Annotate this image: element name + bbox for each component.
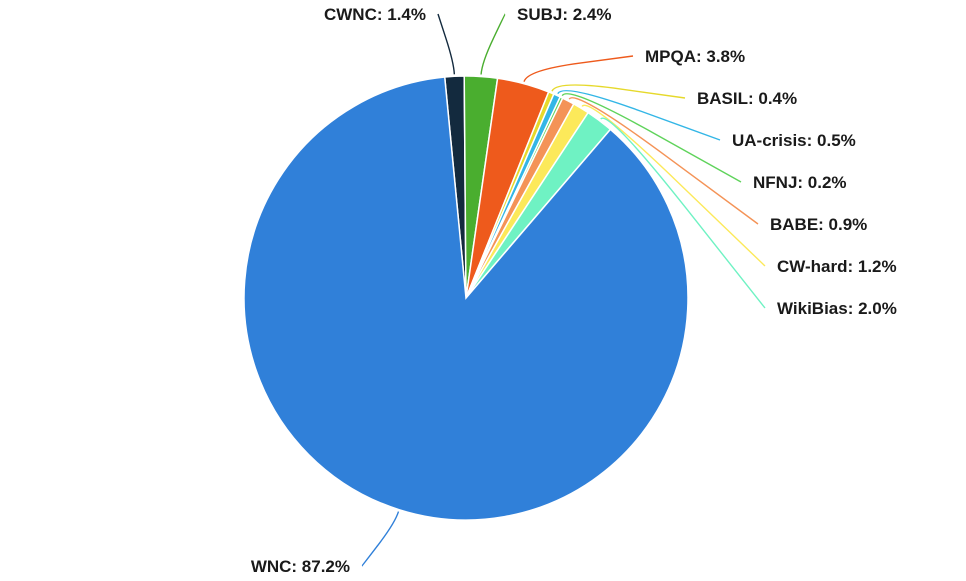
leader-line-subj <box>480 13 506 75</box>
pie-slice-wnc <box>243 76 689 521</box>
slice-label-ua-crisis: UA-crisis: 0.5% <box>732 131 856 150</box>
leader-line-basil <box>551 84 686 99</box>
leader-line-wikibias <box>600 117 766 309</box>
slice-label-babe: BABE: 0.9% <box>770 215 867 234</box>
slice-label-wikibias: WikiBias: 2.0% <box>777 299 897 318</box>
leader-line-cwnc <box>437 13 456 75</box>
slice-label-mpqa: MPQA: 3.8% <box>645 47 745 66</box>
slice-label-basil: BASIL: 0.4% <box>697 89 797 108</box>
slice-label-nfnj: NFNJ: 0.2% <box>753 173 847 192</box>
leader-line-ua-crisis <box>557 89 721 141</box>
leader-line-cw-hard <box>581 104 766 267</box>
leader-lines <box>361 13 766 567</box>
pie-slices <box>243 75 689 521</box>
slice-label-wnc: WNC: 87.2% <box>251 557 350 576</box>
leader-line-mpqa <box>523 55 634 82</box>
slice-label-cwnc: CWNC: 1.4% <box>324 5 426 24</box>
slice-label-subj: SUBJ: 2.4% <box>517 5 611 24</box>
slice-labels: CWNC: 1.4% SUBJ: 2.4% MPQA: 3.8% BASIL: 0.4… <box>251 5 897 576</box>
leader-line-nfnj <box>561 93 742 183</box>
leader-line-wnc <box>361 511 400 567</box>
slice-label-cw-hard: CW-hard: 1.2% <box>777 257 897 276</box>
leader-line-babe <box>568 97 759 225</box>
